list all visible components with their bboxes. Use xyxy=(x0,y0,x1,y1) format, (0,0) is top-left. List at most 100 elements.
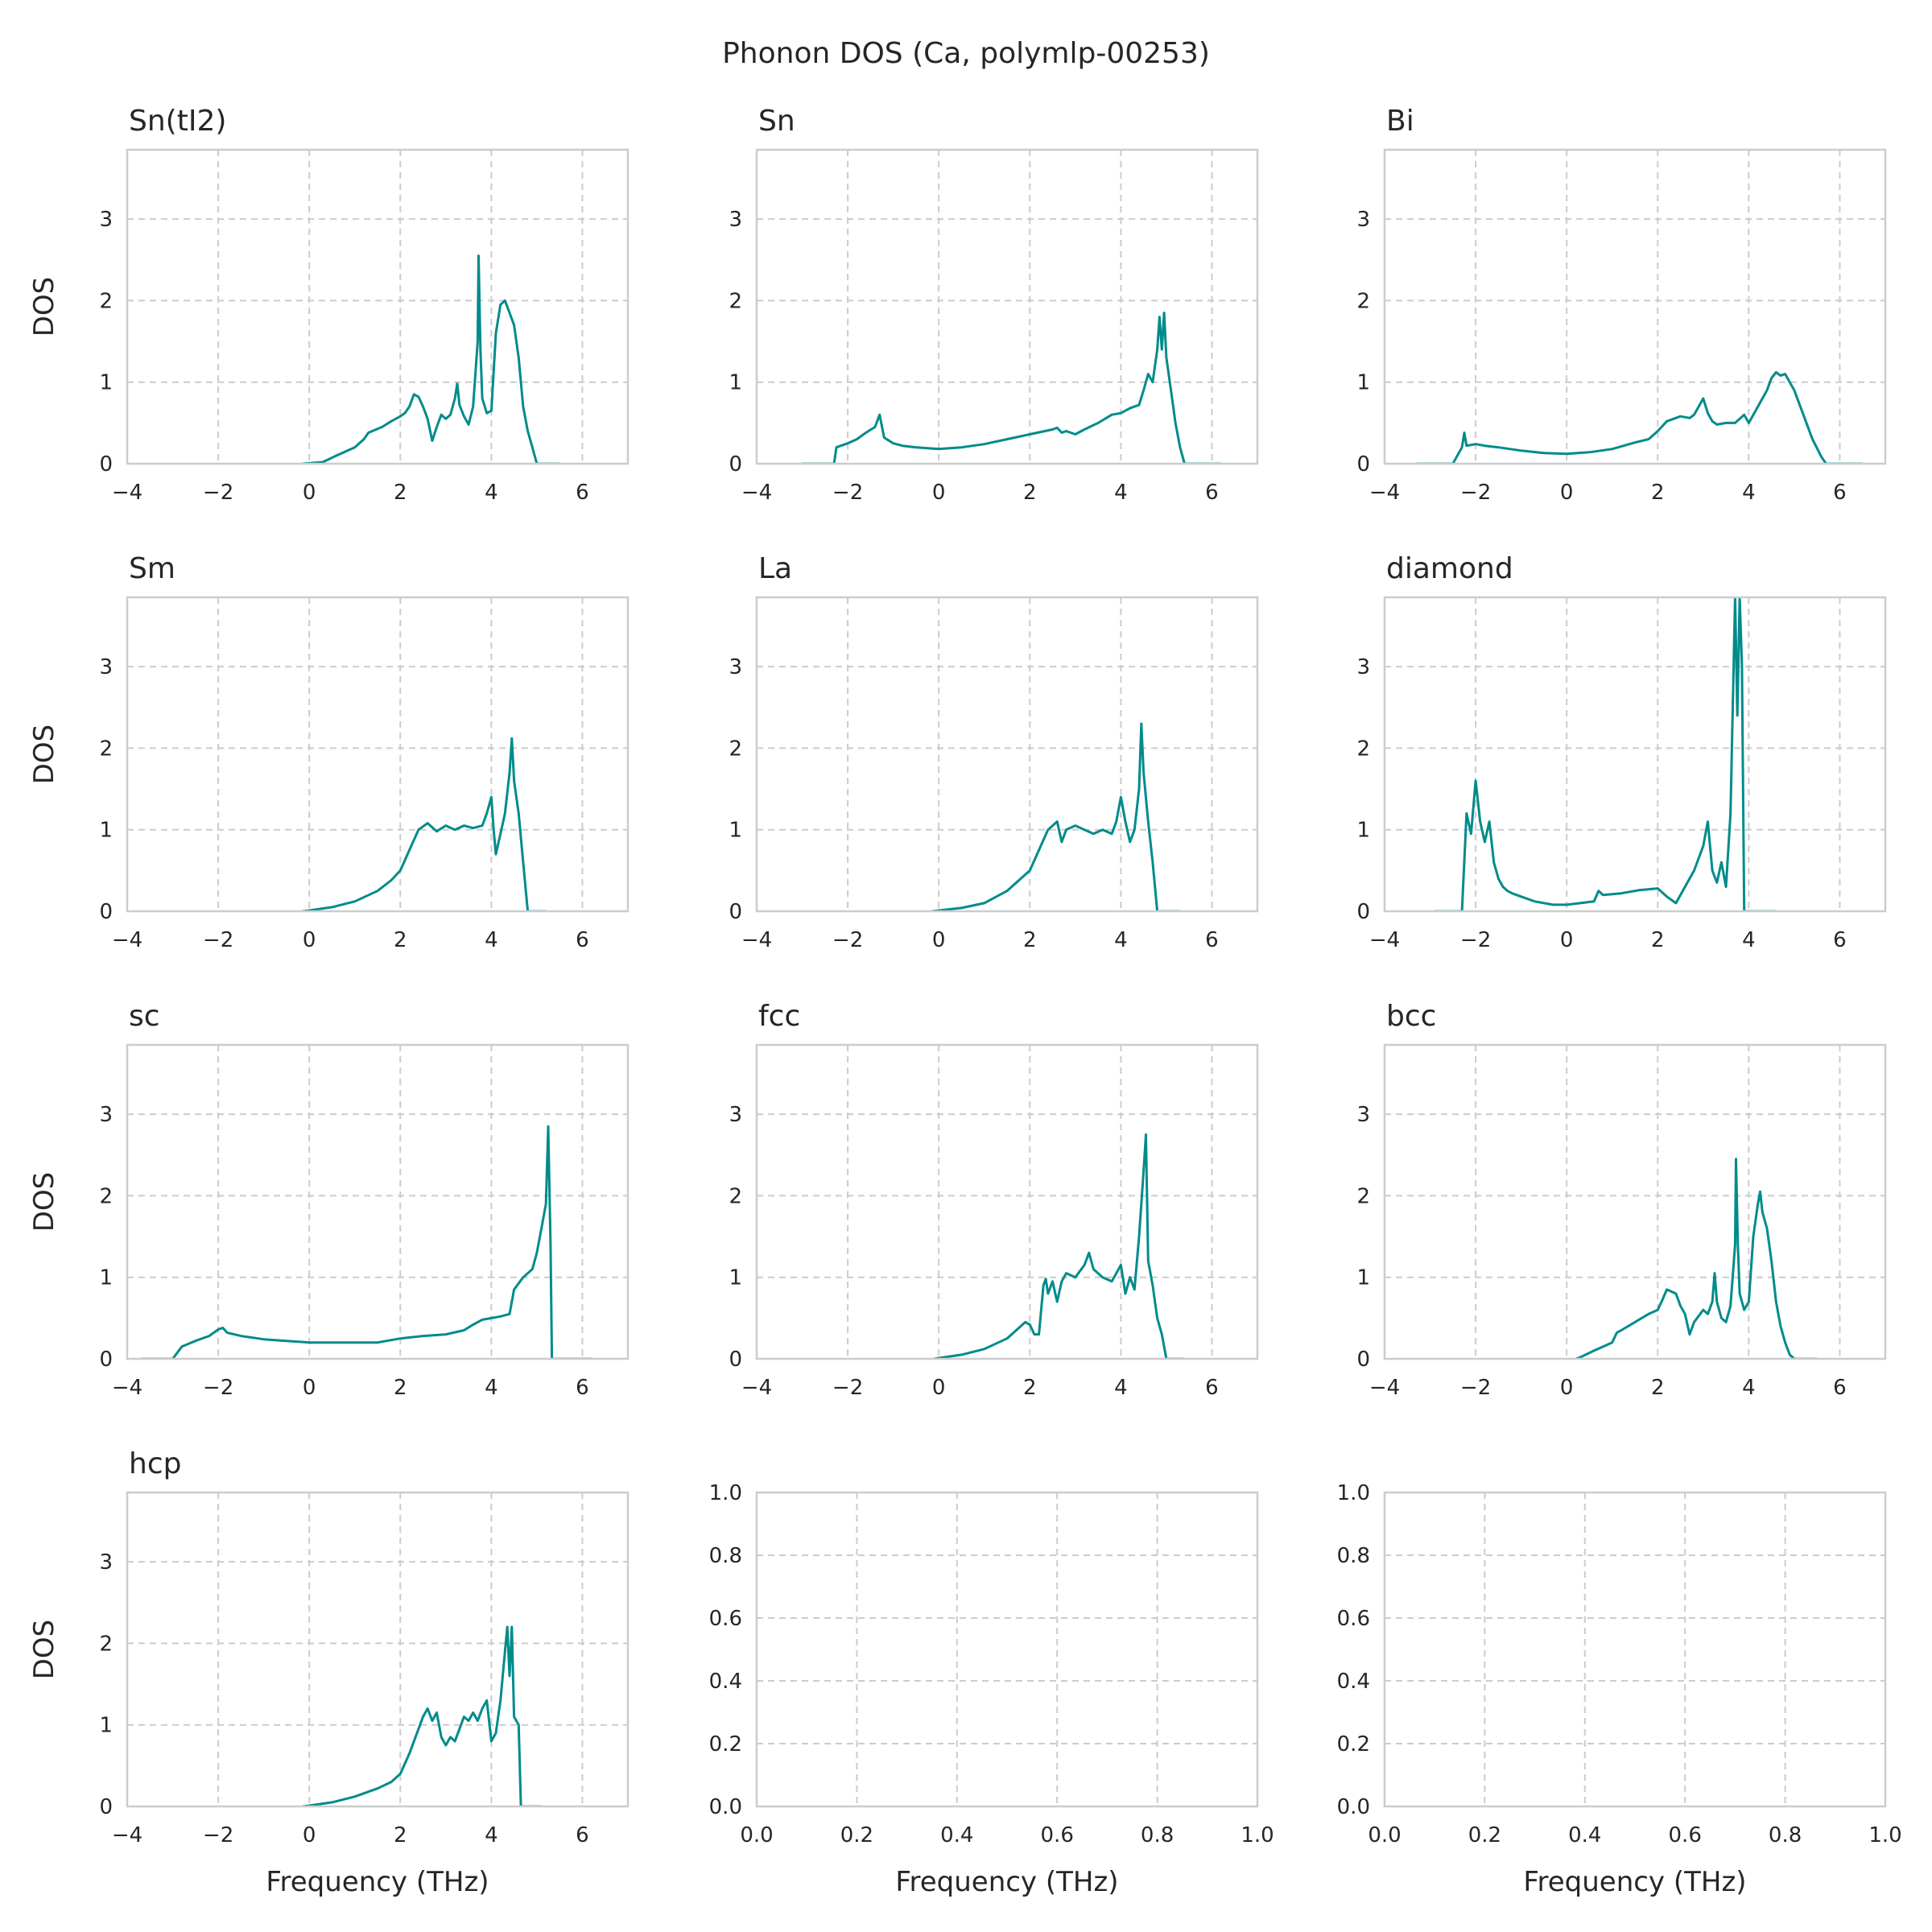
panel-0: −4 −2 0 2 4 6 0 1 2 3 Sn(tI2) DOS xyxy=(28,105,630,505)
y-tick-label: 3 xyxy=(99,1550,113,1575)
axes-frame xyxy=(755,1491,1259,1808)
axes-frame xyxy=(126,1043,630,1360)
y-tick-label: 0.4 xyxy=(1337,1670,1370,1694)
y-tick-label: 0 xyxy=(99,452,113,477)
x-tick-label: 6 xyxy=(1205,481,1219,505)
y-tick-label: 0.8 xyxy=(1337,1544,1370,1568)
y-tick-label: 1 xyxy=(99,819,113,843)
x-tick-label: 0.0 xyxy=(740,1823,773,1847)
panel-8: −4 −2 0 2 4 6 0 1 2 3 bcc xyxy=(1356,1000,1887,1400)
dos-series-line xyxy=(1575,1158,1818,1359)
y-tick-label: 0 xyxy=(99,900,113,924)
y-tick-label: 1 xyxy=(1356,819,1370,843)
y-tick-label: 0 xyxy=(1356,452,1370,477)
axes-frame xyxy=(126,596,630,913)
y-tick-label: 2 xyxy=(99,289,113,313)
x-tick-label: 6 xyxy=(576,1823,589,1847)
x-tick-label: 2 xyxy=(1651,928,1665,952)
panel-title: sc xyxy=(129,1000,160,1033)
y-tick-label: 1 xyxy=(99,1714,113,1738)
y-tick-label: 1 xyxy=(729,1266,742,1290)
y-tick-label: 1.0 xyxy=(1337,1481,1370,1505)
x-axis-label: Frequency (THz) xyxy=(266,1866,489,1898)
x-tick-label: 4 xyxy=(1742,1376,1756,1400)
x-tick-label: −2 xyxy=(203,1376,233,1400)
panel-3: −4 −2 0 2 4 6 0 1 2 3 Sm DOS xyxy=(28,552,630,952)
x-axis-label: Frequency (THz) xyxy=(1523,1866,1746,1898)
x-tick-label: −2 xyxy=(203,928,233,952)
x-tick-label: 2 xyxy=(394,928,407,952)
axes-frame xyxy=(1383,1491,1887,1808)
y-tick-label: 1 xyxy=(1356,1266,1370,1290)
x-tick-label: 0 xyxy=(303,1376,316,1400)
panels: −4 −2 0 2 4 6 0 1 2 3 Sn(tI2) DOS −4 −2 0 2 4 6 0 1 2 3 Sn −4 −2… xyxy=(28,105,1902,1898)
y-tick-label: 0 xyxy=(99,1795,113,1819)
panel-9: −4 −2 0 2 4 6 0 1 2 3 hcp DOS Frequency (THz) xyxy=(28,1447,630,1898)
x-tick-label: −2 xyxy=(1460,928,1491,952)
x-tick-label: 0 xyxy=(1560,928,1574,952)
y-tick-label: 2 xyxy=(99,737,113,761)
x-tick-label: 0.4 xyxy=(1568,1823,1601,1847)
y-tick-label: 1 xyxy=(99,371,113,395)
x-tick-label: 0 xyxy=(303,1823,316,1847)
x-tick-label: −4 xyxy=(112,1823,142,1847)
x-tick-label: 6 xyxy=(1205,1376,1219,1400)
x-tick-label: 0 xyxy=(932,1376,946,1400)
y-tick-label: 0.8 xyxy=(709,1544,742,1568)
y-tick-label: 0.2 xyxy=(709,1732,742,1757)
x-tick-label: 6 xyxy=(576,1376,589,1400)
x-tick-label: 6 xyxy=(576,928,589,952)
y-tick-label: 0 xyxy=(729,900,742,924)
x-axis-label: Frequency (THz) xyxy=(895,1866,1118,1898)
x-tick-label: −4 xyxy=(1369,1376,1400,1400)
x-tick-label: −4 xyxy=(112,1376,142,1400)
y-tick-label: 1 xyxy=(729,371,742,395)
x-tick-label: −2 xyxy=(1460,1376,1491,1400)
y-tick-label: 1 xyxy=(1356,371,1370,395)
y-axis-label: DOS xyxy=(28,277,60,337)
y-tick-label: 3 xyxy=(729,1103,742,1127)
panel-title: diamond xyxy=(1386,552,1513,585)
x-tick-label: 0 xyxy=(932,928,946,952)
x-tick-label: 0.6 xyxy=(1669,1823,1702,1847)
panel-title: Bi xyxy=(1386,105,1414,138)
y-tick-label: 2 xyxy=(1356,289,1370,313)
dos-series-line xyxy=(302,1625,542,1806)
axes-frame xyxy=(1383,148,1887,465)
axes-frame xyxy=(1383,596,1887,913)
x-tick-label: 4 xyxy=(485,1376,498,1400)
axes-frame xyxy=(126,1491,630,1808)
x-tick-label: 6 xyxy=(1833,928,1847,952)
x-tick-label: −4 xyxy=(112,928,142,952)
axes-frame xyxy=(126,148,630,465)
y-tick-label: 1.0 xyxy=(709,1481,742,1505)
y-tick-label: 2 xyxy=(1356,1184,1370,1208)
dos-series-line xyxy=(302,737,547,911)
panel-10: 0.0 0.2 0.4 0.6 0.8 1.0 0.0 0.2 0.4 0.6 0.8 1.0 Freq… xyxy=(709,1481,1274,1898)
panel-title: fcc xyxy=(758,1000,800,1033)
dos-series-line xyxy=(934,1133,1185,1359)
axes-frame xyxy=(755,596,1259,913)
y-tick-label: 0 xyxy=(99,1348,113,1372)
y-tick-label: 1 xyxy=(729,819,742,843)
y-tick-label: 3 xyxy=(99,208,113,232)
x-tick-label: 0 xyxy=(303,481,316,505)
dos-series-line xyxy=(1416,371,1863,464)
panel-7: −4 −2 0 2 4 6 0 1 2 3 fcc xyxy=(729,1000,1259,1400)
x-tick-label: 4 xyxy=(485,481,498,505)
y-tick-label: 0.0 xyxy=(1337,1795,1370,1819)
y-tick-label: 0 xyxy=(729,1348,742,1372)
panel-title: Sm xyxy=(129,552,175,585)
x-tick-label: 1.0 xyxy=(1241,1823,1274,1847)
x-tick-label: 2 xyxy=(1023,928,1037,952)
y-axis-label: DOS xyxy=(28,1172,60,1232)
dos-series-line xyxy=(802,312,1221,464)
x-tick-label: 0.6 xyxy=(1041,1823,1074,1847)
figure-title: Phonon DOS (Ca, polymlp-00253) xyxy=(722,37,1210,70)
y-tick-label: 3 xyxy=(1356,655,1370,679)
x-tick-label: −4 xyxy=(1369,481,1400,505)
x-tick-label: 4 xyxy=(1742,928,1756,952)
x-tick-label: −4 xyxy=(1369,928,1400,952)
axes-frame xyxy=(1383,1043,1887,1360)
